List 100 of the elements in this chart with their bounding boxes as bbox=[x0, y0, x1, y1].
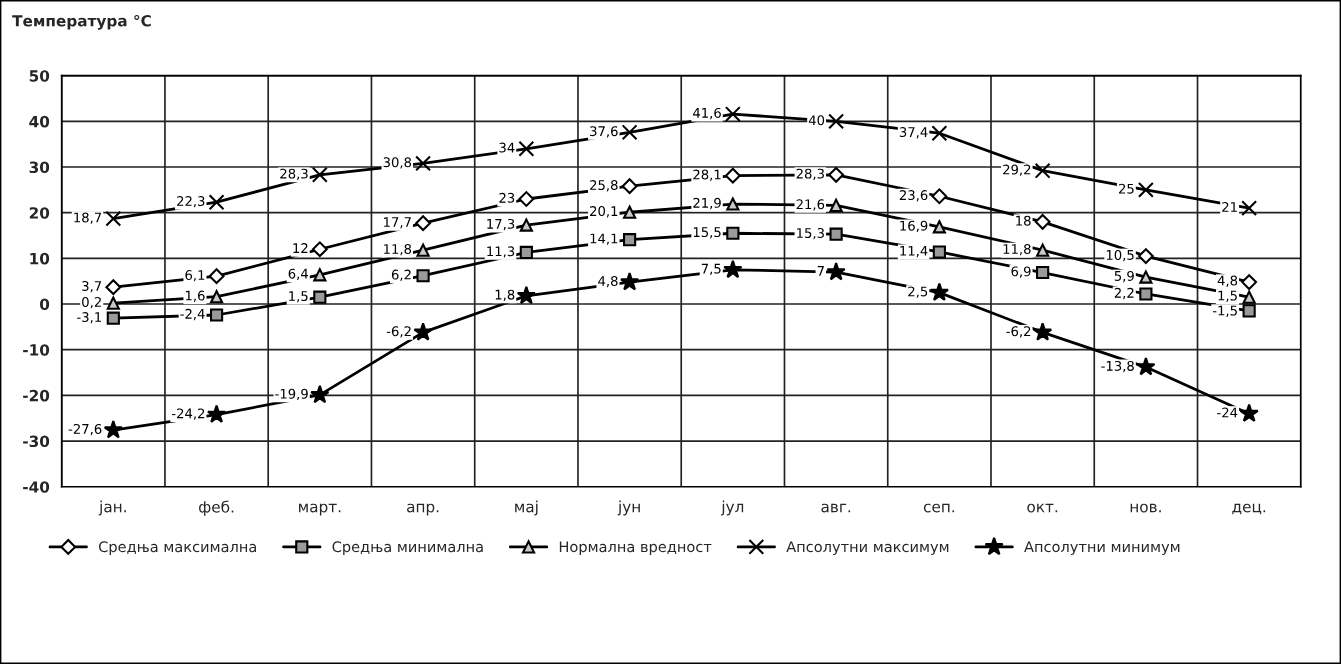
data-label: 29,2 bbox=[1003, 164, 1031, 176]
data-label: 7,5 bbox=[701, 263, 721, 275]
data-label: -13,8 bbox=[1101, 360, 1134, 373]
data-label: 16,9 bbox=[900, 220, 928, 233]
point bbox=[623, 233, 637, 247]
data-label: 6,2 bbox=[391, 269, 411, 281]
data-label: 41,6 bbox=[693, 107, 721, 120]
data-label: 21,9 bbox=[693, 197, 721, 210]
data-label: 25,8 bbox=[590, 180, 618, 192]
point bbox=[1241, 200, 1258, 217]
data-label: -27,6 bbox=[68, 423, 102, 436]
data-label: 11,8 bbox=[1003, 244, 1031, 256]
data-label: 7 bbox=[817, 266, 824, 276]
point bbox=[619, 272, 640, 291]
x-tick-label: март. bbox=[299, 503, 341, 516]
data-label: 34 bbox=[499, 142, 515, 153]
y-axis-title: Температура °C bbox=[12, 14, 151, 30]
legend-label: Средња максимална bbox=[98, 541, 256, 556]
point bbox=[1136, 356, 1156, 376]
data-label: 6,9 bbox=[1011, 266, 1031, 278]
data-label: 15,3 bbox=[797, 228, 824, 240]
y-tick-label: -20 bbox=[23, 389, 50, 402]
data-label: 5,9 bbox=[1114, 270, 1134, 283]
data-label: -1,5 bbox=[1212, 305, 1237, 317]
point bbox=[1034, 162, 1051, 179]
point bbox=[208, 268, 225, 285]
data-label: 6,4 bbox=[288, 268, 308, 280]
data-label: 4,8 bbox=[598, 275, 618, 288]
point bbox=[518, 191, 535, 207]
point bbox=[1034, 213, 1051, 230]
data-label: 1,6 bbox=[185, 290, 205, 302]
point bbox=[724, 167, 741, 184]
y-tick-label: 30 bbox=[29, 161, 50, 174]
data-label: 23 bbox=[499, 192, 515, 203]
point bbox=[415, 215, 431, 232]
point bbox=[519, 218, 533, 232]
point bbox=[106, 311, 120, 325]
point bbox=[723, 259, 743, 279]
point bbox=[1139, 270, 1153, 284]
point bbox=[1139, 287, 1153, 301]
point bbox=[518, 140, 535, 157]
data-label: -3,1 bbox=[77, 312, 101, 324]
y-tick-label: -10 bbox=[23, 344, 50, 356]
data-label: 37,6 bbox=[590, 126, 618, 138]
data-label: 10,5 bbox=[1106, 249, 1134, 262]
data-label: 17,3 bbox=[487, 218, 515, 231]
point bbox=[829, 227, 843, 241]
data-label: 28,1 bbox=[693, 169, 721, 181]
x-tick-label: јан. bbox=[98, 500, 126, 516]
point bbox=[1033, 322, 1053, 341]
point bbox=[932, 220, 946, 234]
point bbox=[209, 308, 224, 322]
data-label: 11,4 bbox=[900, 246, 928, 258]
point bbox=[313, 290, 327, 304]
data-label: 40 bbox=[808, 115, 825, 126]
legend-label: Нормална вредност bbox=[559, 541, 712, 556]
data-label: 2,5 bbox=[908, 286, 928, 298]
data-label: 21,6 bbox=[796, 199, 825, 211]
point bbox=[310, 384, 330, 404]
data-label: 28,3 bbox=[280, 168, 308, 180]
legend-label: Средња минимална bbox=[332, 541, 483, 556]
data-label: 20,1 bbox=[590, 206, 618, 218]
point bbox=[623, 205, 637, 219]
point bbox=[621, 124, 638, 141]
x-tick-label: авг. bbox=[821, 503, 851, 513]
data-label: 2,2 bbox=[1114, 287, 1134, 300]
point bbox=[105, 210, 122, 227]
x-tick-label: окт. bbox=[1027, 503, 1058, 513]
data-label: 30,8 bbox=[383, 157, 412, 169]
data-label: -24,2 bbox=[171, 408, 205, 420]
x-tick-label: јун bbox=[617, 500, 640, 516]
data-label: -6,2 bbox=[1006, 326, 1031, 338]
point bbox=[1241, 274, 1258, 291]
y-tick-label: -30 bbox=[23, 435, 50, 448]
point bbox=[516, 285, 536, 305]
point bbox=[415, 155, 432, 172]
point bbox=[413, 322, 433, 341]
legend-label: Апсолутни минимум bbox=[1024, 541, 1180, 556]
y-tick-label: 40 bbox=[29, 115, 50, 128]
data-label: 25 bbox=[1118, 183, 1134, 194]
data-label: 37,4 bbox=[899, 127, 928, 139]
y-tick-label: 0 bbox=[39, 298, 50, 311]
point bbox=[829, 198, 843, 212]
point bbox=[416, 243, 430, 257]
point bbox=[1239, 403, 1259, 422]
data-label: 17,7 bbox=[384, 217, 411, 229]
point bbox=[519, 245, 533, 260]
point bbox=[724, 106, 741, 123]
data-label: 23,6 bbox=[899, 190, 928, 202]
x-tick-label: дец. bbox=[1232, 503, 1266, 515]
data-label: 28,3 bbox=[796, 168, 824, 180]
data-label: 1,5 bbox=[289, 291, 308, 303]
data-label: 14,1 bbox=[590, 233, 618, 245]
point bbox=[1036, 265, 1050, 280]
x-tick-label: феб. bbox=[199, 500, 234, 516]
point bbox=[726, 197, 740, 211]
legend-label: Апсолутни максимум bbox=[786, 541, 949, 556]
data-label: 11,3 bbox=[487, 246, 515, 258]
x-tick-label: апр. bbox=[407, 503, 439, 516]
data-label: 18,7 bbox=[74, 212, 102, 224]
